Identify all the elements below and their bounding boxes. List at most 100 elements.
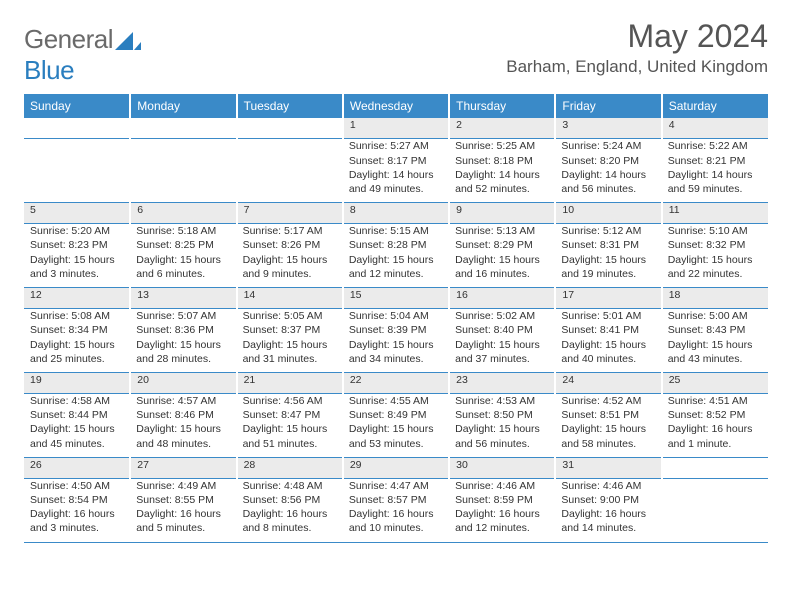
- day-number-cell: 19: [24, 372, 130, 393]
- sunset-line: Sunset: 8:25 PM: [136, 238, 230, 252]
- day-number-cell: 31: [555, 457, 661, 478]
- location-text: Barham, England, United Kingdom: [506, 57, 768, 77]
- daylight-line-1: Daylight: 15 hours: [30, 253, 124, 267]
- daylight-line-2: and 34 minutes.: [349, 352, 443, 366]
- day-number-cell: 12: [24, 287, 130, 308]
- day-number-cell: 2: [449, 118, 555, 139]
- day-number-cell: 24: [555, 372, 661, 393]
- sunrise-line: Sunrise: 5:15 AM: [349, 224, 443, 238]
- day-header: Sunday: [24, 94, 130, 118]
- day-number-cell: 30: [449, 457, 555, 478]
- daylight-line-1: Daylight: 15 hours: [455, 338, 549, 352]
- day-cell: Sunrise: 4:52 AMSunset: 8:51 PMDaylight:…: [555, 394, 661, 458]
- sunset-line: Sunset: 8:54 PM: [30, 493, 124, 507]
- page-title: May 2024: [506, 18, 768, 55]
- sunrise-line: Sunrise: 5:08 AM: [30, 309, 124, 323]
- day-number-cell: 27: [130, 457, 236, 478]
- sunset-line: Sunset: 8:31 PM: [561, 238, 655, 252]
- daylight-line-1: Daylight: 15 hours: [561, 422, 655, 436]
- sunset-line: Sunset: 8:41 PM: [561, 323, 655, 337]
- sunset-line: Sunset: 8:37 PM: [243, 323, 337, 337]
- sunset-line: Sunset: 8:23 PM: [30, 238, 124, 252]
- sunset-line: Sunset: 8:40 PM: [455, 323, 549, 337]
- day-number-cell: 23: [449, 372, 555, 393]
- sunset-line: Sunset: 8:47 PM: [243, 408, 337, 422]
- sunrise-line: Sunrise: 4:58 AM: [30, 394, 124, 408]
- day-header: Friday: [555, 94, 661, 118]
- day-number-row: 12131415161718: [24, 287, 768, 308]
- sunset-line: Sunset: 8:20 PM: [561, 154, 655, 168]
- sunset-line: Sunset: 8:46 PM: [136, 408, 230, 422]
- sunrise-line: Sunrise: 5:25 AM: [455, 139, 549, 153]
- logo-mark-icon: [115, 32, 141, 55]
- sunrise-line: Sunrise: 5:13 AM: [455, 224, 549, 238]
- daylight-line-2: and 53 minutes.: [349, 437, 443, 451]
- day-header: Saturday: [662, 94, 768, 118]
- day-cell: Sunrise: 5:17 AMSunset: 8:26 PMDaylight:…: [237, 224, 343, 288]
- day-cell: Sunrise: 4:46 AMSunset: 8:59 PMDaylight:…: [449, 478, 555, 542]
- day-number-row: 567891011: [24, 203, 768, 224]
- day-cell: Sunrise: 4:56 AMSunset: 8:47 PMDaylight:…: [237, 394, 343, 458]
- day-number-cell: 17: [555, 287, 661, 308]
- day-cell: Sunrise: 4:53 AMSunset: 8:50 PMDaylight:…: [449, 394, 555, 458]
- day-content-row: Sunrise: 5:20 AMSunset: 8:23 PMDaylight:…: [24, 224, 768, 288]
- day-header-row: SundayMondayTuesdayWednesdayThursdayFrid…: [24, 94, 768, 118]
- sunrise-line: Sunrise: 4:48 AM: [243, 479, 337, 493]
- daylight-line-2: and 3 minutes.: [30, 521, 124, 535]
- daylight-line-2: and 59 minutes.: [668, 182, 762, 196]
- day-number-cell: 4: [662, 118, 768, 139]
- daylight-line-1: Daylight: 15 hours: [243, 253, 337, 267]
- sunset-line: Sunset: 8:43 PM: [668, 323, 762, 337]
- sunrise-line: Sunrise: 5:00 AM: [668, 309, 762, 323]
- logo: General Blue: [24, 24, 141, 86]
- daylight-line-2: and 14 minutes.: [561, 521, 655, 535]
- sunrise-line: Sunrise: 5:12 AM: [561, 224, 655, 238]
- daylight-line-2: and 40 minutes.: [561, 352, 655, 366]
- sunset-line: Sunset: 8:21 PM: [668, 154, 762, 168]
- day-cell: Sunrise: 5:27 AMSunset: 8:17 PMDaylight:…: [343, 139, 449, 203]
- day-content-row: Sunrise: 4:58 AMSunset: 8:44 PMDaylight:…: [24, 394, 768, 458]
- sunset-line: Sunset: 8:32 PM: [668, 238, 762, 252]
- day-cell: [237, 139, 343, 203]
- sunrise-line: Sunrise: 5:07 AM: [136, 309, 230, 323]
- daylight-line-2: and 48 minutes.: [136, 437, 230, 451]
- daylight-line-2: and 12 minutes.: [349, 267, 443, 281]
- day-cell: Sunrise: 4:55 AMSunset: 8:49 PMDaylight:…: [343, 394, 449, 458]
- day-cell: Sunrise: 5:25 AMSunset: 8:18 PMDaylight:…: [449, 139, 555, 203]
- daylight-line-1: Daylight: 15 hours: [30, 422, 124, 436]
- day-cell: Sunrise: 5:10 AMSunset: 8:32 PMDaylight:…: [662, 224, 768, 288]
- sunrise-line: Sunrise: 5:05 AM: [243, 309, 337, 323]
- daylight-line-2: and 49 minutes.: [349, 182, 443, 196]
- day-number-cell: 20: [130, 372, 236, 393]
- daylight-line-1: Daylight: 15 hours: [349, 338, 443, 352]
- sunrise-line: Sunrise: 4:51 AM: [668, 394, 762, 408]
- day-cell: Sunrise: 5:02 AMSunset: 8:40 PMDaylight:…: [449, 309, 555, 373]
- sunset-line: Sunset: 8:56 PM: [243, 493, 337, 507]
- sunrise-line: Sunrise: 5:04 AM: [349, 309, 443, 323]
- day-cell: Sunrise: 4:48 AMSunset: 8:56 PMDaylight:…: [237, 478, 343, 542]
- day-number-row: 262728293031: [24, 457, 768, 478]
- daylight-line-1: Daylight: 16 hours: [561, 507, 655, 521]
- daylight-line-1: Daylight: 15 hours: [349, 422, 443, 436]
- title-block: May 2024 Barham, England, United Kingdom: [506, 18, 768, 77]
- daylight-line-1: Daylight: 15 hours: [455, 253, 549, 267]
- day-content-row: Sunrise: 4:50 AMSunset: 8:54 PMDaylight:…: [24, 478, 768, 542]
- daylight-line-1: Daylight: 15 hours: [668, 253, 762, 267]
- logo-text-general: General: [24, 24, 113, 54]
- day-cell: Sunrise: 5:22 AMSunset: 8:21 PMDaylight:…: [662, 139, 768, 203]
- day-header: Tuesday: [237, 94, 343, 118]
- day-cell: Sunrise: 5:05 AMSunset: 8:37 PMDaylight:…: [237, 309, 343, 373]
- day-number-cell: [662, 457, 768, 478]
- daylight-line-1: Daylight: 16 hours: [349, 507, 443, 521]
- sunrise-line: Sunrise: 4:52 AM: [561, 394, 655, 408]
- day-cell: Sunrise: 5:20 AMSunset: 8:23 PMDaylight:…: [24, 224, 130, 288]
- daylight-line-1: Daylight: 16 hours: [243, 507, 337, 521]
- day-cell: Sunrise: 4:57 AMSunset: 8:46 PMDaylight:…: [130, 394, 236, 458]
- day-number-cell: 26: [24, 457, 130, 478]
- day-number-cell: 14: [237, 287, 343, 308]
- day-cell: Sunrise: 5:00 AMSunset: 8:43 PMDaylight:…: [662, 309, 768, 373]
- day-header: Thursday: [449, 94, 555, 118]
- day-number-cell: 5: [24, 203, 130, 224]
- daylight-line-2: and 8 minutes.: [243, 521, 337, 535]
- daylight-line-2: and 56 minutes.: [455, 437, 549, 451]
